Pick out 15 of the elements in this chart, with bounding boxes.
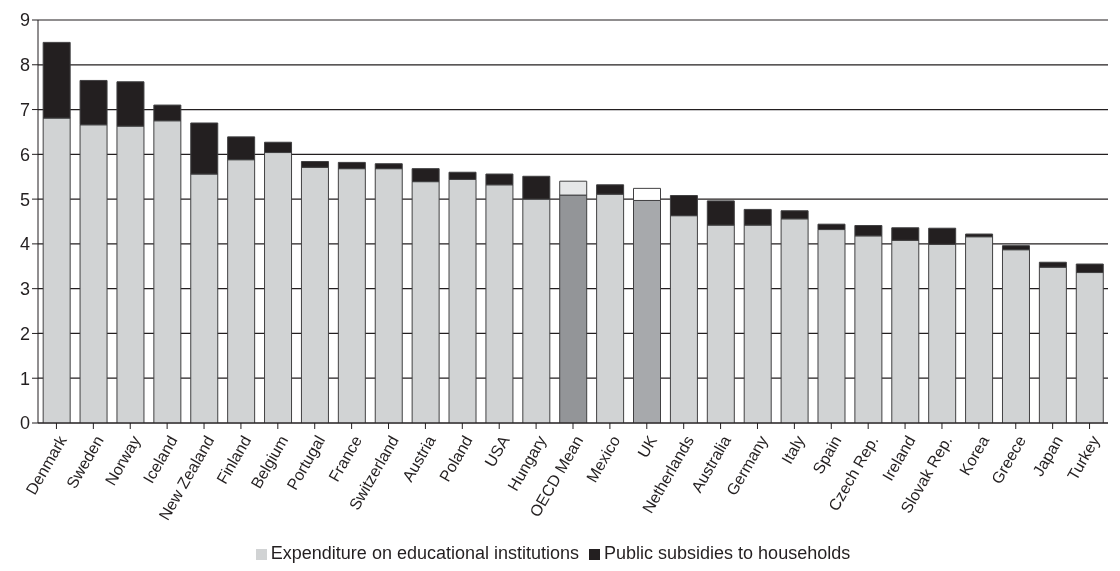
y-tick-label: 3 (19, 279, 30, 300)
bar (965, 236, 994, 423)
y-tick-label: 1 (19, 368, 30, 389)
bar (1038, 266, 1067, 423)
y-tick-label: 9 (19, 10, 30, 31)
y-tick-label: 7 (19, 99, 30, 120)
y-tick-label: 5 (19, 189, 30, 210)
bar (1001, 249, 1030, 423)
y-tick-label: 2 (19, 323, 30, 344)
y-tick-label: 8 (19, 55, 30, 76)
legend-label: Expenditure on educational institutions (270, 543, 580, 563)
y-tick-label: 0 (19, 413, 30, 434)
y-tick-label: 6 (19, 144, 30, 165)
legend-label: Public subsidies to households (604, 543, 851, 563)
y-tick-label: 4 (19, 234, 30, 255)
